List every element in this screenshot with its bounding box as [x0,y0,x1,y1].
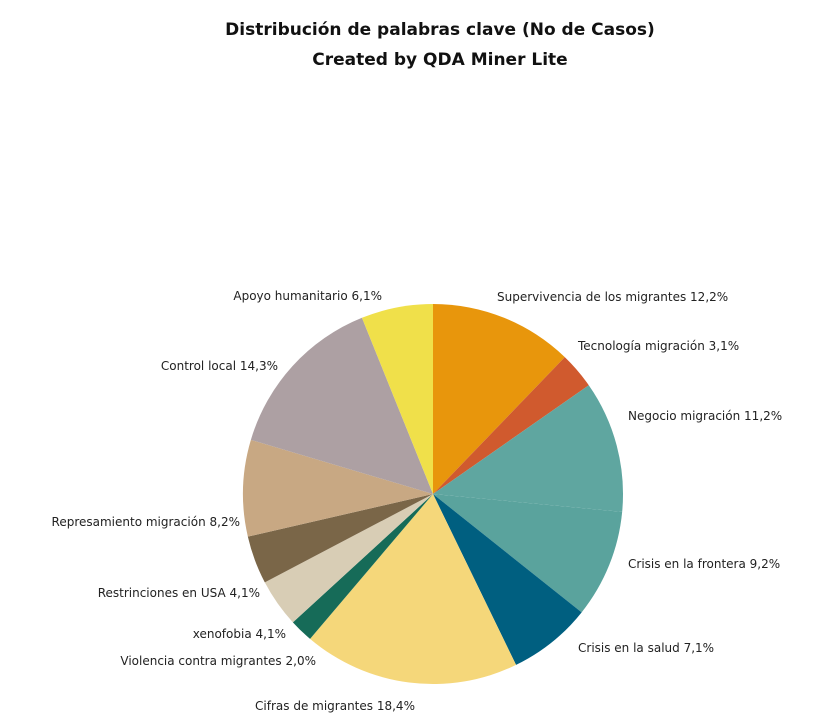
slice-label: Represamiento migración 8,2% [52,515,240,529]
slice-value: 3,1% [709,339,740,353]
slice-value: 18,4% [377,699,415,713]
slice-value: 12,2% [690,290,728,304]
slice-name: Tecnología migración [577,339,705,353]
pie-slice [247,494,433,583]
slice-value: 2,0% [286,654,317,668]
slice-label: Cifras de migrantes 18,4% [255,699,415,713]
slice-value: 4,1% [256,627,287,641]
slice-name: Negocio migración [628,409,740,423]
slice-name: Restrinciones en USA [98,586,227,600]
slice-name: Cifras de migrantes [255,699,373,713]
slice-label: Tecnología migración 3,1% [577,339,739,353]
slice-name: Apoyo humanitario [233,289,347,303]
slice-label: Supervivencia de los migrantes 12,2% [497,290,728,304]
slice-label: Restrinciones en USA 4,1% [98,586,260,600]
slice-value: 4,1% [230,586,261,600]
chart-title: Distribución de palabras clave (No de Ca… [225,20,655,40]
pie-slice [433,494,582,665]
pie-slice [310,494,517,684]
pie-slice [433,304,565,494]
slice-value: 7,1% [684,641,715,655]
slice-name: Crisis en la frontera [628,557,746,571]
slice-label: Control local 14,3% [161,359,278,373]
pie-slice [361,304,433,494]
pie-slice [433,357,589,494]
pie-slice [292,494,433,639]
slice-name: xenofobia [193,627,252,641]
slice-name: Violencia contra migrantes [120,654,281,668]
slice-value: 14,3% [240,359,278,373]
slice-name: Represamiento migración [52,515,206,529]
slice-label: Negocio migración 11,2% [628,409,782,423]
slice-label: xenofobia 4,1% [193,627,286,641]
slice-label: Violencia contra migrantes 2,0% [120,654,316,668]
slice-label: Crisis en la salud 7,1% [578,641,714,655]
slice-value: 6,1% [352,289,383,303]
pie-slice [264,494,433,623]
chart-subtitle: Created by QDA Miner Lite [312,50,567,70]
slice-name: Crisis en la salud [578,641,680,655]
pie-slice [250,317,433,494]
slice-value: 9,2% [750,557,781,571]
pie-slice [243,439,433,537]
slice-name: Control local [161,359,236,373]
slice-label: Crisis en la frontera 9,2% [628,557,780,571]
slice-value: 11,2% [744,409,782,423]
slice-label: Apoyo humanitario 6,1% [233,289,382,303]
pie-slice [433,385,623,512]
slice-name: Supervivencia de los migrantes [497,290,686,304]
pie-slice [433,494,623,613]
slice-value: 8,2% [210,515,241,529]
